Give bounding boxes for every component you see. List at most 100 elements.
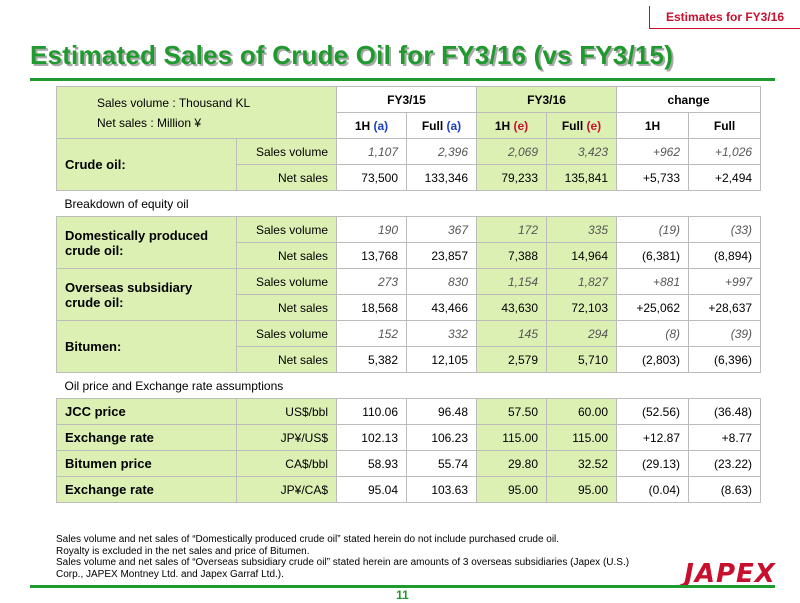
cell: (39)	[688, 320, 762, 347]
row-label-bitumen-price: Bitumen price	[56, 450, 237, 477]
cell: +962	[616, 138, 690, 165]
row-unit: CA$/bbl	[236, 450, 337, 477]
cell: (8,894)	[688, 242, 762, 269]
table-row: Exchange rate JP¥/US$ 102.13 106.23 115.…	[56, 424, 762, 451]
col-label: 1H	[354, 118, 371, 133]
cell: +5,733	[616, 164, 690, 191]
col-label: Full	[561, 118, 584, 133]
row-sublabel: Sales volume	[236, 138, 337, 165]
col-suffix: (a)	[446, 118, 462, 133]
cell: 367	[405, 216, 478, 243]
cell: 95.00	[546, 476, 618, 503]
row-sublabel: Sales volume	[236, 320, 337, 347]
row-label-fx-cad: Exchange rate	[56, 476, 237, 503]
cell: 13,768	[336, 242, 407, 269]
cell: (19)	[616, 216, 690, 243]
cell: 106.23	[405, 424, 478, 451]
cell: 95.04	[336, 476, 407, 503]
section-row: Breakdown of equity oil	[56, 190, 761, 217]
col-fy15-1h: 1H (a)	[336, 112, 407, 139]
row-label-fx-usd: Exchange rate	[56, 424, 237, 451]
cell: +1,026	[688, 138, 762, 165]
row-label-bitumen: Bitumen:	[56, 320, 237, 373]
group-change: change	[616, 86, 762, 113]
cell: 102.13	[336, 424, 407, 451]
cell: 18,568	[336, 294, 407, 321]
cell: 332	[405, 320, 478, 347]
footnote: Sales volume and net sales of “Overseas …	[56, 557, 630, 580]
cell: 55.74	[405, 450, 478, 477]
footer-bar: 11	[30, 585, 775, 603]
cell: +2,494	[688, 164, 762, 191]
cell: (2,803)	[616, 346, 690, 373]
col-fy16-1h: 1H (e)	[476, 112, 548, 139]
cell: (33)	[688, 216, 762, 243]
row-sublabel: Sales volume	[236, 268, 337, 295]
page-number: 11	[396, 588, 409, 602]
section-label-breakdown: Breakdown of equity oil	[56, 190, 761, 217]
cell: 95.00	[476, 476, 548, 503]
estimates-tag-text: Estimates for FY3/16	[665, 10, 785, 24]
units-legend-volume: Sales volume : Thousand KL	[97, 95, 251, 110]
row-unit: JP¥/CA$	[236, 476, 337, 503]
cell: 72,103	[546, 294, 618, 321]
cell: 152	[336, 320, 407, 347]
logo-text: JAPEX	[684, 559, 776, 589]
table-row: Net sales 5,382 12,105 2,579 5,710 (2,80…	[57, 346, 762, 373]
cell: 135,841	[546, 164, 618, 191]
table-row: Bitumen price CA$/bbl 58.93 55.74 29.80 …	[56, 450, 762, 477]
cell: (8.63)	[688, 476, 762, 503]
table-row: Exchange rate JP¥/CA$ 95.04 103.63 95.00…	[56, 476, 762, 503]
estimates-tag: Estimates for FY3/16	[649, 6, 800, 29]
cell: (6,381)	[616, 242, 690, 269]
row-sublabel: Net sales	[236, 294, 337, 321]
row-sublabel: Sales volume	[236, 216, 337, 243]
cell: 23,857	[405, 242, 478, 269]
row-label-jcc: JCC price	[56, 398, 237, 425]
row-label-overseas: Overseas subsidiary crude oil:	[56, 268, 237, 321]
cell: +28,637	[688, 294, 762, 321]
table-row: Domestically produced crude oil: Sales v…	[56, 216, 762, 269]
cell: 1,107	[336, 138, 407, 165]
cell: 7,388	[476, 242, 548, 269]
page-title: Estimated Sales of Crude Oil for FY3/16 …	[30, 40, 674, 70]
group-fy15: FY3/15	[335, 86, 478, 113]
cell: 1,154	[476, 268, 548, 295]
units-legend-sales: Net sales : Million ¥	[97, 115, 202, 130]
col-suffix: (e)	[586, 118, 602, 133]
col-change-full: Full	[688, 112, 762, 139]
row-unit: US$/bbl	[236, 398, 337, 425]
cell: 145	[476, 320, 548, 347]
cell: 3,423	[546, 138, 618, 165]
cell: 1,827	[546, 268, 618, 295]
cell: (8)	[616, 320, 690, 347]
cell: 273	[336, 268, 407, 295]
cell: +25,062	[616, 294, 690, 321]
col-fy15-full: Full (a)	[405, 112, 478, 139]
table-row: Net sales 13,768 23,857 7,388 14,964 (6,…	[57, 242, 762, 269]
row-unit: JP¥/US$	[236, 424, 337, 451]
title-divider	[30, 78, 775, 81]
footnotes: Sales volume and net sales of “Domestica…	[56, 534, 656, 580]
sales-table: Sales volume : Thousand KL Net sales : M…	[56, 86, 762, 503]
table-row: Overseas subsidiary crude oil: Sales vol…	[56, 268, 762, 321]
row-label-domestic: Domestically produced crude oil:	[56, 216, 237, 269]
cell: (36.48)	[688, 398, 762, 425]
cell: 58.93	[336, 450, 407, 477]
table-row: Bitumen: Sales volume 152 332 145 294 (8…	[56, 320, 762, 373]
cell: 5,710	[546, 346, 618, 373]
cell: (23.22)	[688, 450, 762, 477]
cell: (52.56)	[616, 398, 690, 425]
col-change-1h: 1H	[616, 112, 690, 139]
col-label: 1H	[494, 118, 511, 133]
cell: +881	[616, 268, 690, 295]
cell: 115.00	[546, 424, 618, 451]
footnote: Sales volume and net sales of “Domestica…	[56, 534, 560, 545]
cell: 2,396	[405, 138, 478, 165]
cell: 43,630	[476, 294, 548, 321]
col-label: Full	[421, 118, 444, 133]
cell: 29.80	[476, 450, 548, 477]
cell: 96.48	[405, 398, 478, 425]
cell: 110.06	[336, 398, 407, 425]
cell: 32.52	[546, 450, 618, 477]
